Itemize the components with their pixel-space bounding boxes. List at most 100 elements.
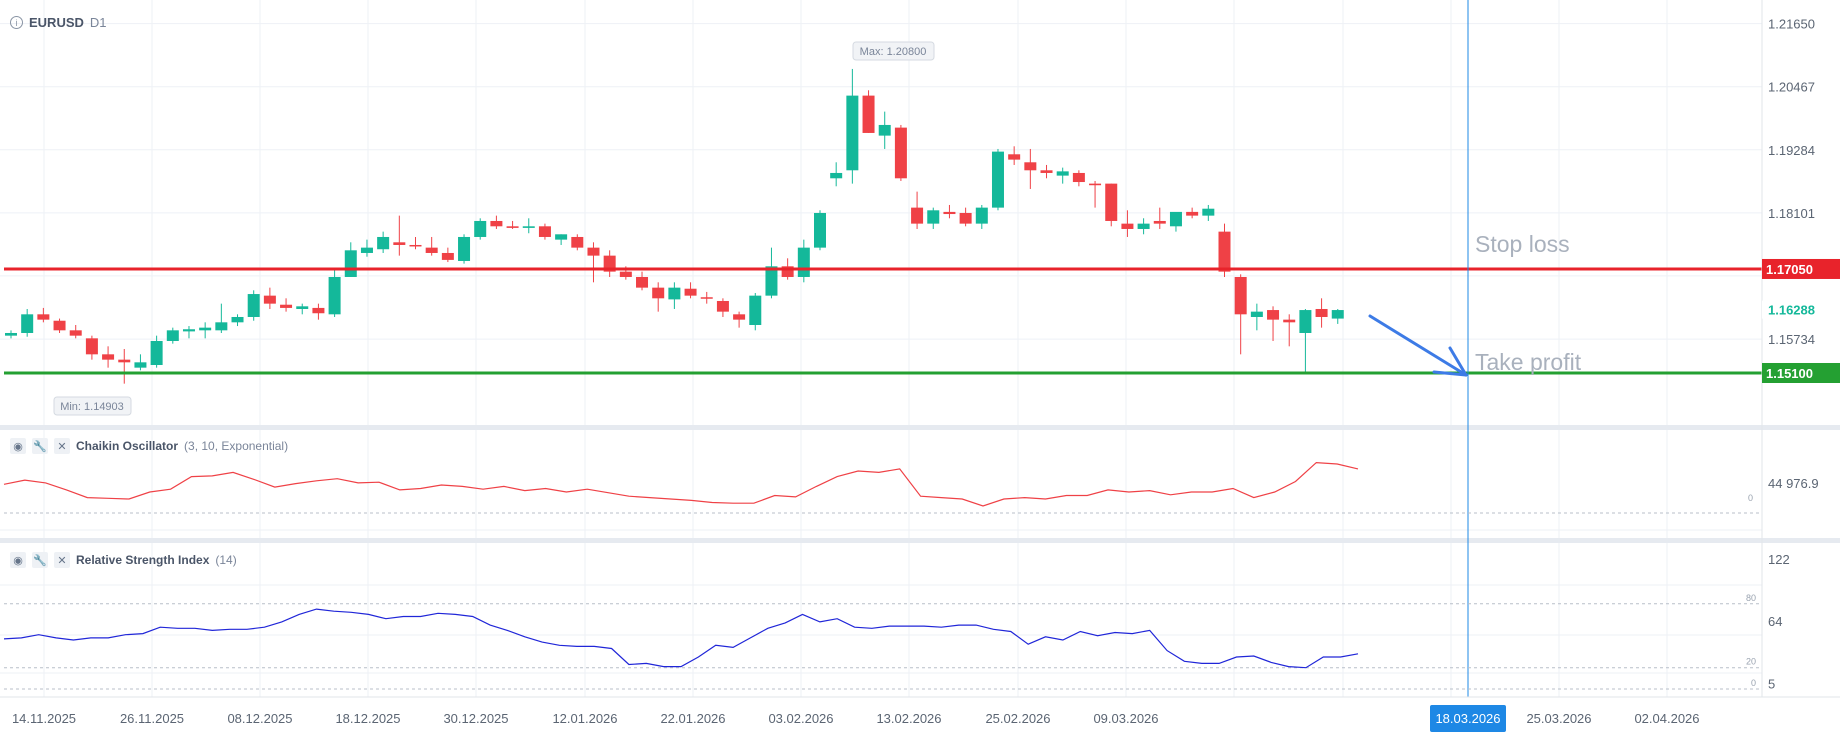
candle-body	[312, 307, 325, 314]
info-icon[interactable]: i	[10, 16, 23, 29]
rsi-tick-label: 64	[1768, 614, 1782, 629]
candle-body	[700, 297, 713, 299]
candle-body	[1008, 154, 1021, 160]
candle-body	[749, 295, 762, 325]
candle-body	[199, 327, 212, 331]
stop-loss-price-text: 1.17050	[1766, 262, 1813, 277]
candle-body	[377, 236, 390, 250]
instrument-timeframe[interactable]: D1	[89, 15, 107, 30]
chaikin-panel-header: ◉ 🔧 ✕ Chaikin Oscillator (3, 10, Exponen…	[10, 438, 288, 454]
candle-body	[943, 211, 956, 215]
candle-body	[393, 242, 406, 245]
candle-body	[296, 306, 309, 309]
current-price-text: 1.16288	[1768, 303, 1815, 318]
max-label-text: Max: 1.20800	[860, 46, 927, 58]
candle-body	[636, 276, 649, 288]
candle-body	[1072, 172, 1085, 183]
candle-body	[328, 276, 341, 315]
candles	[5, 68, 1344, 384]
candle-body	[1137, 223, 1150, 229]
candle-body	[182, 329, 195, 332]
max-label: Max: 1.20800	[852, 41, 935, 61]
stop-loss-annotation[interactable]: Stop loss	[1475, 231, 1570, 257]
time-tick-label: 02.04.2026	[1634, 711, 1699, 726]
candle-body	[150, 340, 163, 365]
time-tick-label: 18.12.2025	[335, 711, 400, 726]
panel-separator[interactable]	[0, 425, 1840, 430]
panel-separator[interactable]	[0, 538, 1840, 543]
price-tick-label: 1.15734	[1768, 332, 1815, 347]
candle-body	[1024, 162, 1037, 171]
chaikin-zero-label: 0	[1748, 493, 1753, 503]
candle-body	[1331, 310, 1344, 319]
candle-body	[765, 266, 778, 296]
time-tick-label: 22.01.2026	[660, 711, 725, 726]
candle-body	[102, 354, 115, 360]
candle-body	[247, 294, 260, 317]
candle-body	[1299, 310, 1312, 333]
wrench-icon[interactable]: 🔧	[32, 438, 48, 454]
candle-body	[280, 304, 293, 308]
candle-body	[733, 314, 746, 320]
eye-icon[interactable]: ◉	[10, 438, 26, 454]
candle-body	[878, 124, 891, 136]
time-axis[interactable]: 14.11.2025 26.11.2025 08.12.2025 18.12.2025…	[12, 711, 1700, 726]
candle-body	[441, 252, 454, 260]
price-axis[interactable]: 1.21650 1.20467 1.19284 1.18101 1.15734	[1768, 17, 1815, 348]
time-tick-label: 12.01.2026	[552, 711, 617, 726]
candle-body	[85, 338, 98, 355]
rsi-panel-header: ◉ 🔧 ✕ Relative Strength Index (14)	[10, 552, 237, 568]
candle-body	[1040, 170, 1053, 173]
candle-body	[134, 362, 147, 368]
rsi-levels: 80 20 0	[4, 593, 1762, 690]
candle-body	[538, 226, 551, 237]
price-tick-label: 1.21650	[1768, 17, 1815, 32]
candle-body	[1250, 311, 1263, 317]
price-tick-label: 1.19284	[1768, 143, 1815, 158]
take-profit-price-text: 1.15100	[1766, 366, 1813, 381]
time-tick-label: 25.02.2026	[985, 711, 1050, 726]
time-tick-label: 26.11.2025	[120, 711, 184, 726]
candle-body	[1218, 231, 1231, 272]
candle-body	[959, 212, 972, 224]
instrument-symbol: EURUSD	[29, 15, 84, 30]
candle-body	[587, 247, 600, 256]
candle-body	[166, 330, 179, 341]
take-profit-arrow[interactable]	[1368, 314, 1468, 377]
rsi-axis[interactable]: 122 64 5	[1768, 552, 1790, 692]
take-profit-price-tag[interactable]: 1.15100	[1762, 362, 1840, 383]
rsi-tick-label: 122	[1768, 552, 1790, 567]
rsi-level-label: 0	[1751, 678, 1756, 688]
time-tick-label: 30.12.2025	[443, 711, 508, 726]
candle-body	[1169, 211, 1182, 227]
candle-body	[652, 287, 665, 299]
candle-body	[1283, 319, 1296, 323]
candle-body	[1267, 310, 1280, 320]
candle-body	[1153, 220, 1166, 224]
candle-body	[263, 295, 276, 304]
time-cursor-tag: 18.03.2026	[1430, 705, 1506, 732]
candle-body	[894, 127, 907, 179]
candle-body	[668, 287, 681, 300]
candle-body	[975, 207, 988, 224]
time-tick-label: 14.11.2025	[12, 711, 76, 726]
candle-body	[911, 207, 924, 224]
stop-loss-price-tag[interactable]: 1.17050	[1762, 258, 1840, 279]
candle-body	[781, 266, 794, 277]
wrench-icon[interactable]: 🔧	[32, 552, 48, 568]
eye-icon[interactable]: ◉	[10, 552, 26, 568]
rsi-tick-label: 5	[1768, 677, 1775, 692]
take-profit-annotation[interactable]: Take profit	[1475, 349, 1582, 375]
candle-body	[797, 247, 810, 277]
candle-body	[684, 288, 697, 296]
close-icon[interactable]: ✕	[54, 438, 70, 454]
time-tick-label: 03.02.2026	[768, 711, 833, 726]
candle-body	[409, 244, 422, 247]
candle-body	[571, 236, 584, 248]
candle-body	[619, 271, 632, 277]
candle-body	[69, 330, 82, 336]
candle-body	[506, 226, 519, 228]
close-icon[interactable]: ✕	[54, 552, 70, 568]
candle-body	[118, 359, 131, 363]
